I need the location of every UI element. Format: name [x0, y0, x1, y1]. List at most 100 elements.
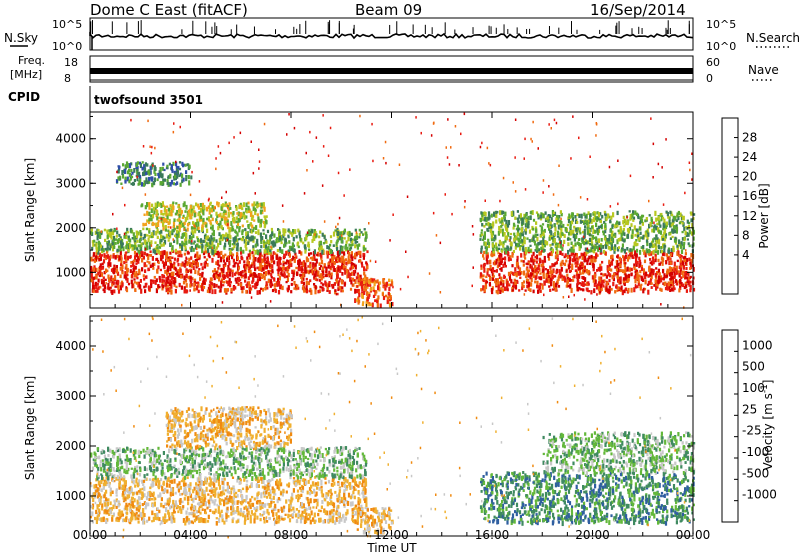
heat-cell	[640, 232, 642, 235]
heat-cell	[114, 275, 116, 280]
heat-cell	[535, 228, 537, 232]
heat-cell	[115, 242, 117, 245]
heat-cell	[337, 273, 339, 278]
heat-cell	[174, 267, 176, 270]
heat-cell	[356, 285, 358, 288]
heat-cell	[347, 231, 349, 235]
heat-cell	[118, 255, 120, 260]
heat-cell	[154, 241, 156, 244]
heat-cell	[132, 247, 134, 251]
heat-cell	[544, 256, 546, 260]
heat-cell	[511, 264, 513, 267]
heat-cell	[655, 254, 657, 257]
heat-cell	[545, 211, 547, 214]
heat-speckle	[532, 121, 534, 124]
heat-cell	[532, 236, 534, 241]
heat-speckle	[122, 187, 124, 190]
heat-cell	[355, 229, 357, 232]
heat-cell	[547, 269, 549, 274]
heat-cell	[628, 274, 630, 278]
heat-cell	[139, 284, 141, 288]
heat-cell	[368, 302, 370, 304]
heat-cell	[669, 233, 671, 235]
heat-cell	[614, 290, 616, 293]
heat-cell	[100, 245, 102, 248]
heat-speckle	[368, 222, 370, 225]
heat-cell	[344, 229, 346, 233]
heat-cell	[612, 259, 614, 262]
heat-cell	[281, 241, 283, 244]
heat-cell	[120, 275, 122, 279]
heat-cell	[566, 282, 568, 286]
heat-cell	[534, 256, 536, 258]
nsearch-label: N.Search	[746, 31, 800, 45]
heat-speckle	[260, 273, 262, 276]
heat-cell	[587, 281, 589, 284]
heat-cell	[611, 288, 613, 291]
heat-cell	[491, 233, 493, 235]
heat-cell	[377, 285, 379, 290]
heat-cell	[208, 245, 210, 249]
heat-cell	[234, 263, 236, 268]
heat-cell	[161, 274, 163, 279]
heat-cell	[520, 213, 522, 218]
heat-cell	[273, 260, 275, 264]
heat-cell	[305, 270, 307, 274]
heat-cell	[271, 269, 273, 273]
heat-cell	[526, 237, 528, 239]
heat-cell	[494, 235, 496, 239]
heat-cell	[372, 278, 374, 281]
heat-cell	[205, 236, 207, 240]
heat-cell	[144, 289, 146, 293]
heat-cell	[280, 263, 282, 266]
heat-cell	[483, 268, 485, 273]
heat-cell	[175, 289, 177, 293]
heat-cell	[184, 289, 186, 294]
heat-cell	[530, 283, 532, 287]
heat-cell	[91, 273, 93, 278]
heat-cell	[546, 280, 548, 283]
heat-cell	[598, 286, 600, 291]
heat-cell	[209, 284, 211, 289]
heat-cell	[111, 269, 113, 272]
heat-cell	[290, 290, 292, 293]
heat-cell	[535, 275, 537, 279]
heat-cell	[143, 278, 145, 281]
heat-cell	[209, 255, 211, 258]
heat-cell	[302, 242, 304, 245]
heat-speckle	[258, 149, 260, 152]
heat-cell	[571, 242, 573, 246]
heat-cell	[210, 214, 212, 217]
heat-speckle	[275, 252, 277, 255]
heat-cell	[181, 247, 183, 251]
heat-cell	[324, 281, 326, 286]
heat-cell	[127, 231, 129, 233]
heat-cell	[581, 221, 583, 223]
heat-cell	[604, 273, 606, 276]
heat-cell	[160, 230, 162, 234]
heat-cell	[521, 217, 523, 220]
heat-cell	[685, 267, 687, 270]
heat-cell	[162, 251, 164, 256]
heat-speckle	[307, 232, 309, 235]
heat-cell	[617, 286, 619, 290]
heat-cell	[259, 290, 261, 294]
heat-cell	[144, 168, 146, 173]
heat-cell	[552, 243, 554, 246]
velocity-heatmap	[90, 316, 695, 538]
heat-cell	[170, 243, 172, 246]
heat-speckle	[583, 236, 585, 239]
heat-cell	[382, 293, 384, 297]
heat-cell	[201, 249, 203, 254]
heat-cell	[92, 285, 94, 289]
heat-speckle	[399, 164, 401, 167]
heat-speckle	[255, 192, 257, 195]
heat-cell	[551, 270, 553, 274]
heat-cell	[625, 221, 627, 225]
heat-speckle	[574, 294, 576, 297]
heat-cell	[488, 211, 490, 216]
heat-cell	[547, 217, 549, 219]
heat-cell	[689, 288, 691, 292]
heat-cell	[159, 167, 161, 172]
heat-cell	[600, 220, 602, 223]
